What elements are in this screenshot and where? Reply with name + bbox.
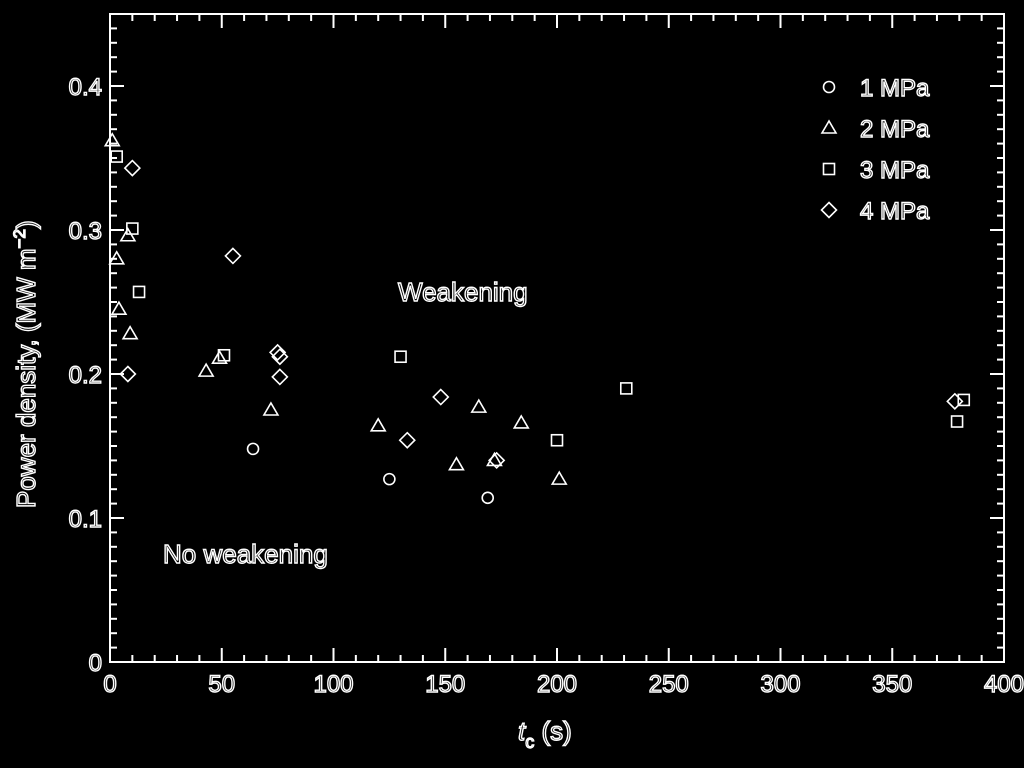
point-triangle [110,300,128,316]
point-triangle [448,456,465,471]
point-square [394,350,407,364]
tick-labels: 0 50 100 150 200 250 300 350 400 0 0.1 0.2 0.3 0.4 [68,73,1024,698]
point-triangle [369,417,387,432]
x-axis-label: tc (s) [518,716,572,752]
legend-label: 4 MPa [860,198,930,225]
legend-label: 3 MPa [860,157,930,184]
point-square [110,150,124,163]
point-diamond [119,365,137,383]
legend-label: 1 MPa [860,75,930,102]
y-tick-label: 0.4 [69,74,102,101]
point-diamond [123,159,141,177]
point-triangle [512,414,530,429]
point-square [619,382,633,395]
point-triangle [108,250,126,265]
legend-marker-diamond [820,201,838,219]
x-axis-label-t: t [518,716,527,746]
x-axis-label-sub: c [525,732,534,752]
point-triangle [197,362,215,377]
point-diamond [946,392,964,410]
point-diamond [398,431,416,449]
y-tick-label: 0 [89,650,102,677]
x-tick-label: 300 [760,671,800,698]
point-circle [383,472,396,486]
x-tick-label: 150 [425,671,465,698]
x-axis-label-unit: (s) [534,716,572,746]
y-tick-label: 0.3 [69,218,102,245]
x-tick-label: 0 [103,671,116,698]
data-marks [103,132,971,505]
point-circle [246,442,260,456]
x-tick-label: 100 [313,671,353,698]
point-diamond [271,368,289,386]
legend-marker-square [822,162,836,176]
point-triangle [262,401,280,416]
legend-label: 2 MPa [860,116,930,143]
point-triangle [470,398,488,413]
x-tick-label: 50 [208,671,235,698]
y-axis-label: Power density, (MW m−2) [10,220,41,508]
axis-ticks [109,13,1005,663]
x-tick-label: 200 [537,671,577,698]
x-tick-label: 400 [984,671,1024,698]
point-triangle [550,470,568,485]
y-tick-label: 0.2 [69,362,102,389]
point-diamond [432,388,450,406]
y-tick-label: 0.1 [69,506,102,533]
legend: 1 MPa 2 MPa 3 MPa 4 MPa [820,74,931,226]
annotation-no-weakening: No weakening [163,539,328,569]
point-circle [481,491,495,505]
annotation-weakening: Weakening [398,277,528,307]
x-tick-label: 250 [649,671,689,698]
point-square [132,285,146,299]
y-axis-label-end: ) [11,220,41,229]
point-diamond [488,451,506,470]
y-axis-label-main: Power density, (MW m [11,248,41,508]
legend-marker-triangle [820,119,838,134]
point-square [126,222,139,235]
point-square [950,415,964,428]
point-diamond [224,247,242,265]
legend-marker-circle [822,80,836,94]
point-triangle [121,325,139,340]
point-square [217,348,231,362]
point-square [957,393,971,407]
point-triangle [103,132,121,147]
point-diamond [268,343,287,362]
point-triangle [211,349,228,364]
x-tick-label: 350 [872,671,912,698]
point-diamond [271,348,289,366]
point-square [550,433,564,447]
y-axis-label-sup: −2 [10,229,29,248]
